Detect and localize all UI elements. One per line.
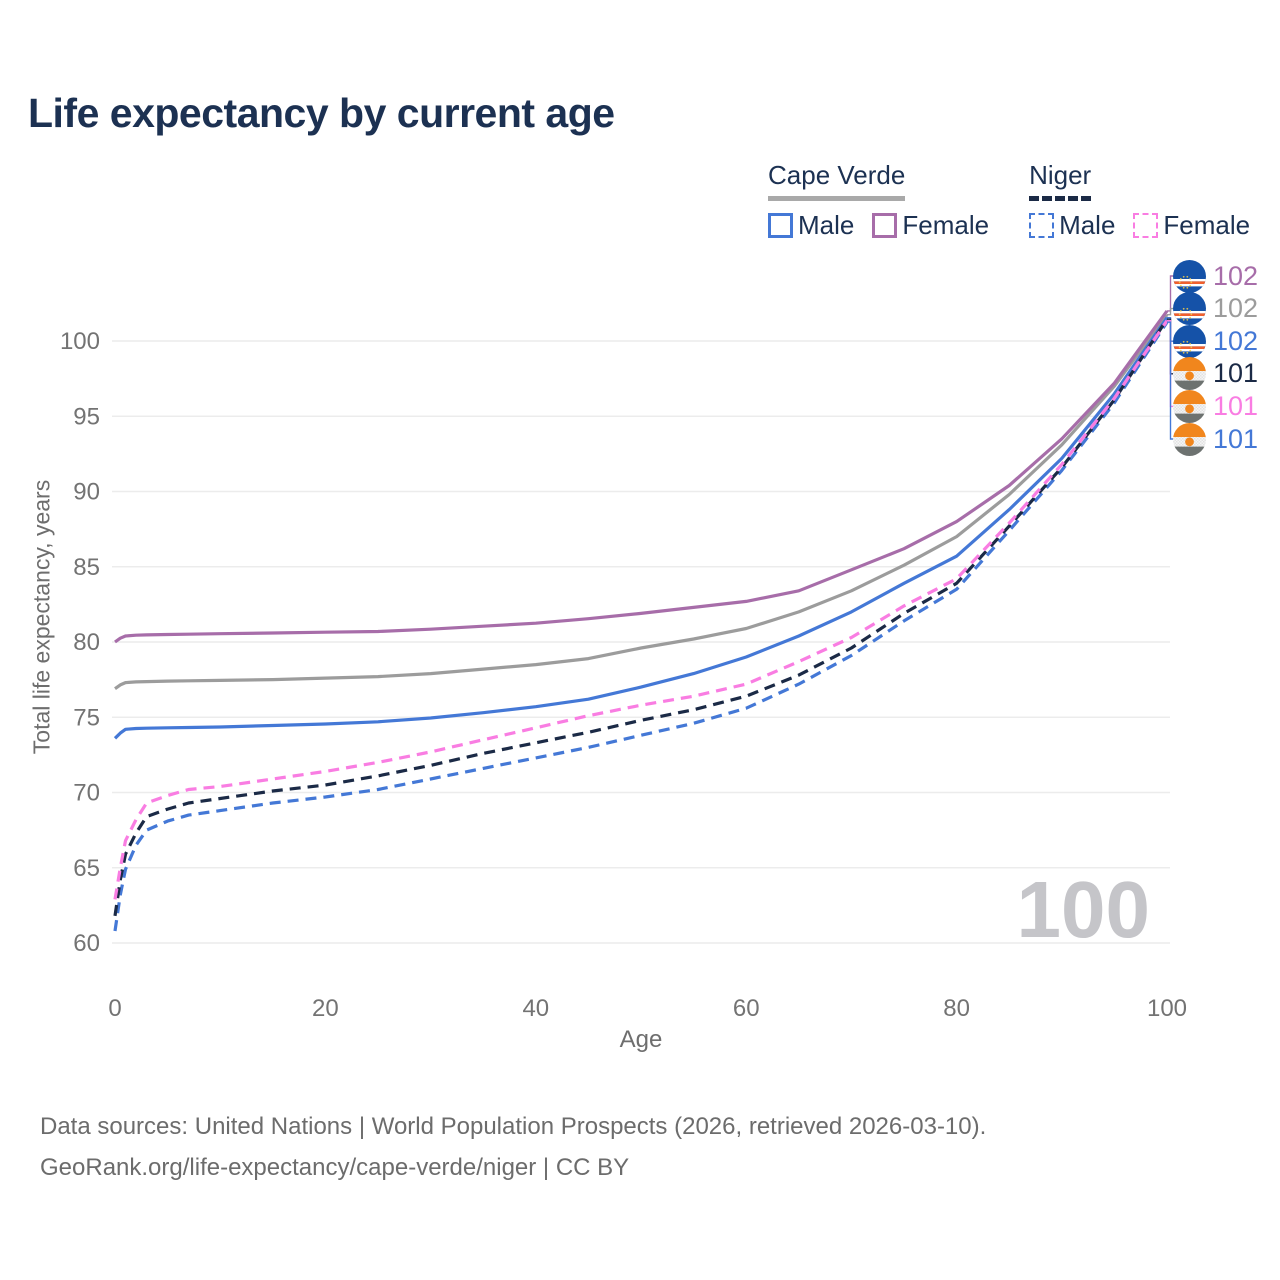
legend-item-niger-female[interactable]: Female	[1133, 210, 1250, 241]
x-tick-label: 40	[522, 995, 549, 1022]
end-value-label: 101	[1213, 423, 1259, 454]
y-tick-label: 90	[73, 479, 100, 506]
y-tick-label: 85	[73, 554, 100, 581]
y-tick-label: 70	[73, 780, 100, 807]
y-tick-label: 95	[73, 403, 100, 430]
cape-verde-female-swatch	[872, 213, 898, 238]
end-value-label: 102	[1213, 260, 1259, 291]
cape-verde-flag-icon	[1173, 292, 1206, 326]
legend-country-cape-verde[interactable]: Cape Verde	[768, 160, 906, 201]
niger-flag-icon	[1173, 357, 1206, 391]
legend-item-cape-verde-male[interactable]: Male	[768, 210, 854, 241]
legend-item-cape-verde-female[interactable]: Female	[872, 210, 989, 241]
series-line-cape_verde_female[interactable]	[114, 309, 1169, 644]
cape-verde-flag-icon	[1173, 324, 1206, 358]
end-label-row-niger_female: 101	[1173, 389, 1259, 423]
cape-verde-flag-icon	[1173, 259, 1206, 293]
x-axis-title: Age	[619, 1026, 663, 1053]
end-value-label: 101	[1213, 358, 1259, 389]
end-value-label: 101	[1213, 390, 1259, 421]
x-tick-label: 100	[1147, 995, 1187, 1022]
end-label-row-cape_verde_combined: 102	[1173, 292, 1259, 326]
legend-group-niger: Niger Male Female	[1029, 160, 1250, 241]
legend-country-niger[interactable]: Niger	[1029, 160, 1092, 201]
legend-item-label: Female	[902, 210, 990, 240]
cape-verde-male-swatch	[768, 213, 793, 238]
series-line-cape_verde_male[interactable]	[113, 316, 1169, 740]
legend-item-label: Male	[1059, 210, 1116, 240]
niger-flag-icon	[1173, 422, 1206, 456]
series-line-niger_female[interactable]	[113, 319, 1169, 900]
footer: Data sources: United Nations | World Pop…	[40, 1106, 986, 1188]
x-tick-label: 0	[108, 995, 121, 1022]
legend-item-niger-male[interactable]: Male	[1029, 210, 1115, 241]
legend-group-cape-verde: Cape Verde Male Female	[768, 160, 989, 241]
legend-item-label: Male	[798, 210, 855, 240]
footer-url-line: GeoRank.org/life-expectancy/cape-verde/n…	[40, 1154, 630, 1181]
series-line-niger_combined[interactable]	[113, 318, 1169, 917]
y-tick-label: 75	[73, 704, 100, 731]
footer-sources-line: Data sources: United Nations | World Pop…	[40, 1113, 987, 1140]
niger-flag-icon	[1173, 389, 1206, 423]
y-tick-label: 60	[73, 930, 100, 957]
end-label-row-cape_verde_female: 102	[1173, 259, 1259, 293]
end-label-row-niger_combined: 101	[1173, 357, 1259, 391]
end-value-label: 102	[1213, 325, 1259, 356]
niger-female-swatch	[1133, 213, 1159, 238]
x-tick-label: 80	[943, 995, 970, 1022]
series-line-cape_verde_combined[interactable]	[114, 313, 1169, 691]
legend-item-label: Female	[1163, 210, 1251, 240]
niger-male-swatch	[1029, 213, 1055, 238]
end-label-row-niger_male: 101	[1173, 422, 1259, 456]
series-line-niger_male[interactable]	[113, 321, 1169, 932]
end-value-label: 102	[1213, 293, 1259, 324]
y-tick-label: 65	[73, 855, 100, 882]
x-tick-label: 20	[312, 995, 339, 1022]
chart-title: Life expectancy by current age	[28, 90, 615, 136]
age-watermark: 100	[1016, 865, 1150, 954]
end-label-row-cape_verde_male: 102	[1173, 324, 1259, 358]
legend: Cape Verde Male Female Niger Male	[768, 160, 1250, 241]
y-tick-label: 80	[73, 629, 100, 656]
y-tick-label: 100	[60, 328, 100, 355]
x-tick-label: 60	[733, 995, 760, 1022]
